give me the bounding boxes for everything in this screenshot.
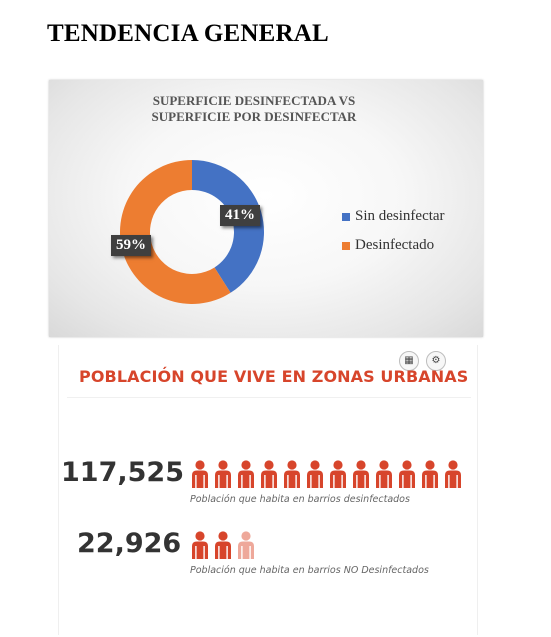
donut-chart-card: SUPERFICIE DESINFECTADA VS SUPERFICIE PO… xyxy=(49,80,483,337)
legend-item-desinfectado: Desinfectado xyxy=(342,237,445,254)
donut-chart xyxy=(119,160,264,304)
table-icon[interactable]: ▦ xyxy=(399,351,419,371)
person-icon xyxy=(284,460,300,488)
legend-swatch-desinfectado xyxy=(342,241,350,250)
person-icon xyxy=(238,531,254,559)
legend-label-sin-desinfectar: Sin desinfectar xyxy=(355,208,445,224)
person-icon xyxy=(445,460,461,488)
stat-caption-disinfected: Población que habita en barrios desinfec… xyxy=(190,494,410,505)
chart-title: SUPERFICIE DESINFECTADA VS SUPERFICIE PO… xyxy=(109,93,399,125)
person-icon xyxy=(422,460,438,488)
person-icon xyxy=(238,460,254,488)
legend-item-sin-desinfectar: Sin desinfectar xyxy=(342,208,445,225)
legend-swatch-sin-desinfectar xyxy=(342,212,350,221)
panel-divider xyxy=(67,397,471,398)
stat-value-disinfected: 117,525 xyxy=(61,457,184,488)
person-icon xyxy=(330,460,346,488)
stat-value-not-disinfected: 22,926 xyxy=(77,528,182,559)
person-icon xyxy=(307,460,323,488)
people-icons-disinfected xyxy=(189,460,465,488)
gear-icon[interactable]: ⚙ xyxy=(426,351,446,371)
person-icon xyxy=(353,460,369,488)
person-icon xyxy=(192,460,208,488)
chart-legend: Sin desinfectar Desinfectado xyxy=(342,208,445,266)
people-icons-not-disinfected xyxy=(189,531,258,559)
donut-slice-desinfectado xyxy=(119,160,231,304)
data-label-desinfectado: 59% xyxy=(111,235,151,256)
person-icon xyxy=(215,531,231,559)
person-icon xyxy=(399,460,415,488)
person-icon xyxy=(261,460,277,488)
urban-population-panel: ▦ ⚙ POBLACIÓN QUE VIVE EN ZONAS URBANAS … xyxy=(58,345,478,635)
chart-title-line-2: SUPERFICIE POR DESINFECTAR xyxy=(151,109,357,124)
page-title: TENDENCIA GENERAL xyxy=(47,20,329,47)
data-label-sin-desinfectar: 41% xyxy=(220,205,260,226)
panel-title: POBLACIÓN QUE VIVE EN ZONAS URBANAS xyxy=(79,367,469,386)
stat-caption-not-disinfected: Población que habita en barrios NO Desin… xyxy=(190,565,429,576)
person-icon xyxy=(215,460,231,488)
legend-label-desinfectado: Desinfectado xyxy=(355,237,435,253)
chart-title-line-1: SUPERFICIE DESINFECTADA VS xyxy=(152,93,356,108)
person-icon xyxy=(192,531,208,559)
donut-slice-sin-desinfectar xyxy=(192,160,264,293)
panel-toolbar: ▦ ⚙ xyxy=(399,351,446,371)
person-icon xyxy=(376,460,392,488)
